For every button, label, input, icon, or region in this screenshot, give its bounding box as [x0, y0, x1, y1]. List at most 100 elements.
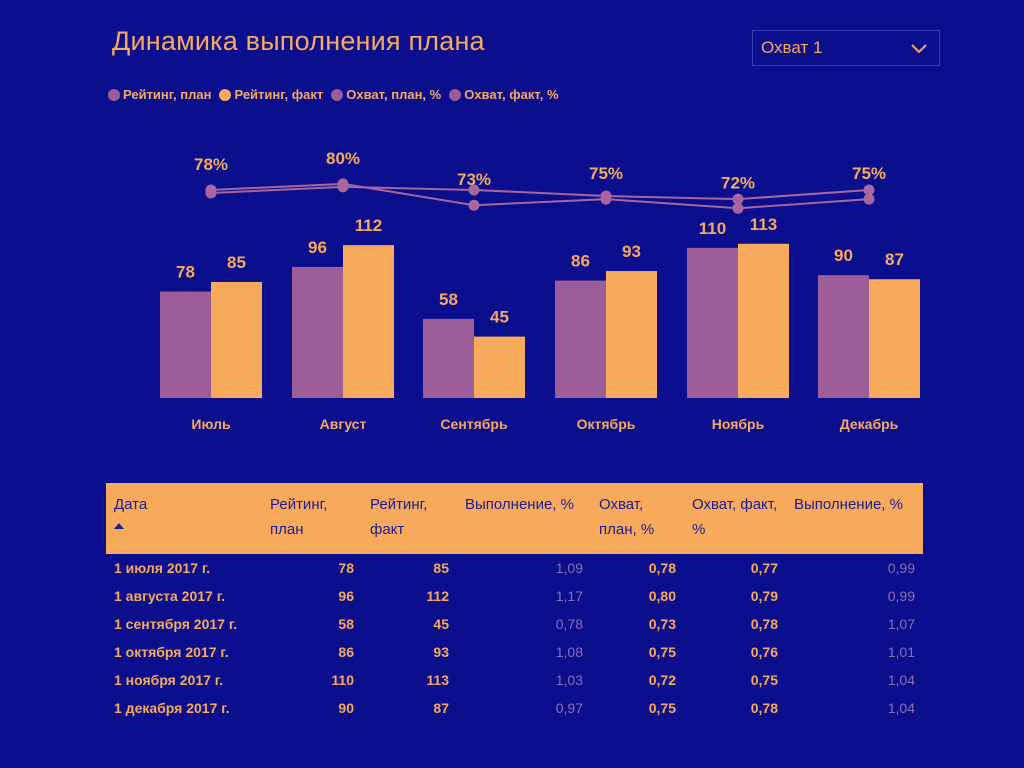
cell-value: 90 — [338, 700, 354, 716]
cell-value: 0,75 — [750, 672, 778, 688]
legend-dot-icon — [449, 88, 462, 101]
col-header-reach-fact[interactable]: Охват, факт, % — [684, 483, 786, 554]
x-tick-label: Декабрь — [840, 416, 899, 432]
cell-date: 1 августа 2017 г. — [114, 588, 226, 604]
cell-value: 0,80 — [648, 588, 676, 604]
line-value-label: 72% — [721, 173, 755, 192]
cell-value: 1,09 — [555, 560, 583, 576]
chart-legend: Рейтинг, план Рейтинг, факт Охват, план, %… — [108, 87, 567, 102]
cell-value: 0,73 — [648, 616, 676, 632]
legend-dot-icon — [219, 88, 232, 101]
cell-value: 0,72 — [648, 672, 676, 688]
table-row: 1 сентября 2017 г. 58 45 0,78 0,73 0,78 1,07 — [106, 610, 923, 638]
line-value-label: 80% — [326, 149, 360, 168]
cell-value: 112 — [426, 588, 449, 604]
cell-date: 1 октября 2017 г. — [114, 644, 229, 660]
cell-value: 0,76 — [750, 644, 778, 660]
bar-line-chart: 78 85 Июль 96 112 Август 58 45 Сентябрь 86 93 Октяб… — [160, 149, 920, 432]
line-value-label: 75% — [589, 164, 623, 183]
cell-value: 0,75 — [648, 644, 676, 660]
bar — [738, 243, 789, 398]
bar-value-label: 112 — [355, 216, 382, 235]
line-point — [205, 187, 217, 199]
bar-value-label: 96 — [308, 238, 327, 257]
bar-value-label: 86 — [571, 252, 590, 271]
cell-value: 58 — [338, 616, 354, 632]
cell-value: 1,08 — [555, 644, 583, 660]
table-row: 1 октября 2017 г. 86 93 1,08 0,75 0,76 1,01 — [106, 638, 923, 666]
cell-value: 85 — [433, 560, 449, 576]
legend-dot-icon — [331, 88, 344, 101]
line-point — [468, 184, 480, 196]
cell-value: 78 — [338, 560, 354, 576]
bar-value-label: 78 — [176, 263, 195, 282]
sort-asc-icon[interactable] — [114, 523, 124, 529]
bar-value-label: 110 — [699, 219, 726, 238]
line-point — [732, 193, 744, 205]
cell-value: 93 — [433, 644, 449, 660]
cell-value: 0,79 — [750, 588, 778, 604]
metric-dropdown[interactable]: Охват 1 — [752, 30, 940, 66]
cell-value: 1,04 — [887, 700, 915, 716]
cell-value: 0,99 — [887, 560, 915, 576]
bar — [869, 279, 920, 398]
bar — [292, 266, 343, 398]
bar-value-label: 113 — [750, 215, 777, 234]
bar — [211, 281, 262, 398]
cell-value: 1,07 — [887, 616, 915, 632]
legend-item[interactable]: Рейтинг, план — [108, 87, 211, 102]
table-row: 1 августа 2017 г. 96 112 1,17 0,80 0,79 0,99 — [106, 582, 923, 610]
bar-value-label: 93 — [622, 242, 641, 261]
table-row: 1 ноября 2017 г. 110 113 1,03 0,72 0,75 1,04 — [106, 666, 923, 694]
col-header-date[interactable]: Дата — [106, 483, 262, 554]
cell-date: 1 декабря 2017 г. — [114, 700, 230, 716]
x-tick-label: Июль — [191, 416, 231, 432]
bar — [687, 247, 738, 398]
bar-value-label: 87 — [885, 250, 904, 269]
bar — [606, 271, 657, 398]
bar — [423, 318, 474, 398]
bar-value-label: 90 — [834, 246, 853, 265]
col-header-rating-fact[interactable]: Рейтинг, факт — [362, 483, 457, 554]
data-table: Дата Рейтинг, план Рейтинг, факт Выполне… — [106, 483, 923, 722]
x-tick-label: Сентябрь — [440, 416, 508, 432]
cell-value: 86 — [338, 644, 354, 660]
bar — [555, 280, 606, 398]
cell-date: 1 июля 2017 г. — [114, 560, 211, 576]
legend-item[interactable]: Охват, план, % — [331, 87, 441, 102]
legend-item[interactable]: Рейтинг, факт — [219, 87, 323, 102]
line-point — [863, 193, 875, 205]
x-tick-label: Август — [320, 416, 367, 432]
cell-value: 1,01 — [887, 644, 915, 660]
table-header-row: Дата Рейтинг, план Рейтинг, факт Выполне… — [106, 483, 923, 554]
bar — [343, 245, 394, 398]
line-point — [600, 190, 612, 202]
series-line — [210, 182, 870, 210]
cell-value: 0,78 — [555, 616, 583, 632]
col-header-reach-plan[interactable]: Охват, план, % — [591, 483, 684, 554]
page-title: Динамика выполнения плана — [112, 26, 485, 56]
cell-value: 45 — [433, 616, 449, 632]
cell-value: 113 — [426, 672, 449, 688]
dropdown-value: Охват 1 — [761, 38, 823, 57]
legend-item[interactable]: Охват, факт, % — [449, 87, 559, 102]
bar — [474, 336, 525, 398]
col-header-completion-1[interactable]: Выполнение, % — [457, 483, 591, 554]
cell-value: 0,78 — [750, 700, 778, 716]
series-line — [210, 185, 870, 201]
cell-date: 1 ноября 2017 г. — [114, 672, 224, 688]
line-point — [337, 181, 349, 193]
legend-label: Охват, факт, % — [464, 87, 559, 102]
bar-value-label: 85 — [227, 253, 246, 272]
cell-value: 87 — [433, 700, 449, 716]
legend-label: Рейтинг, факт — [234, 87, 324, 102]
cell-value: 1,03 — [555, 672, 583, 688]
cell-value: 0,78 — [750, 616, 778, 632]
x-tick-label: Октябрь — [577, 416, 636, 432]
col-header-completion-2[interactable]: Выполнение, % — [786, 483, 923, 554]
bar-value-label: 58 — [439, 290, 458, 309]
cell-date: 1 сентября 2017 г. — [114, 616, 238, 632]
cell-value: 1,04 — [887, 672, 915, 688]
cell-value: 0,97 — [555, 700, 583, 716]
col-header-rating-plan[interactable]: Рейтинг, план — [262, 483, 362, 554]
